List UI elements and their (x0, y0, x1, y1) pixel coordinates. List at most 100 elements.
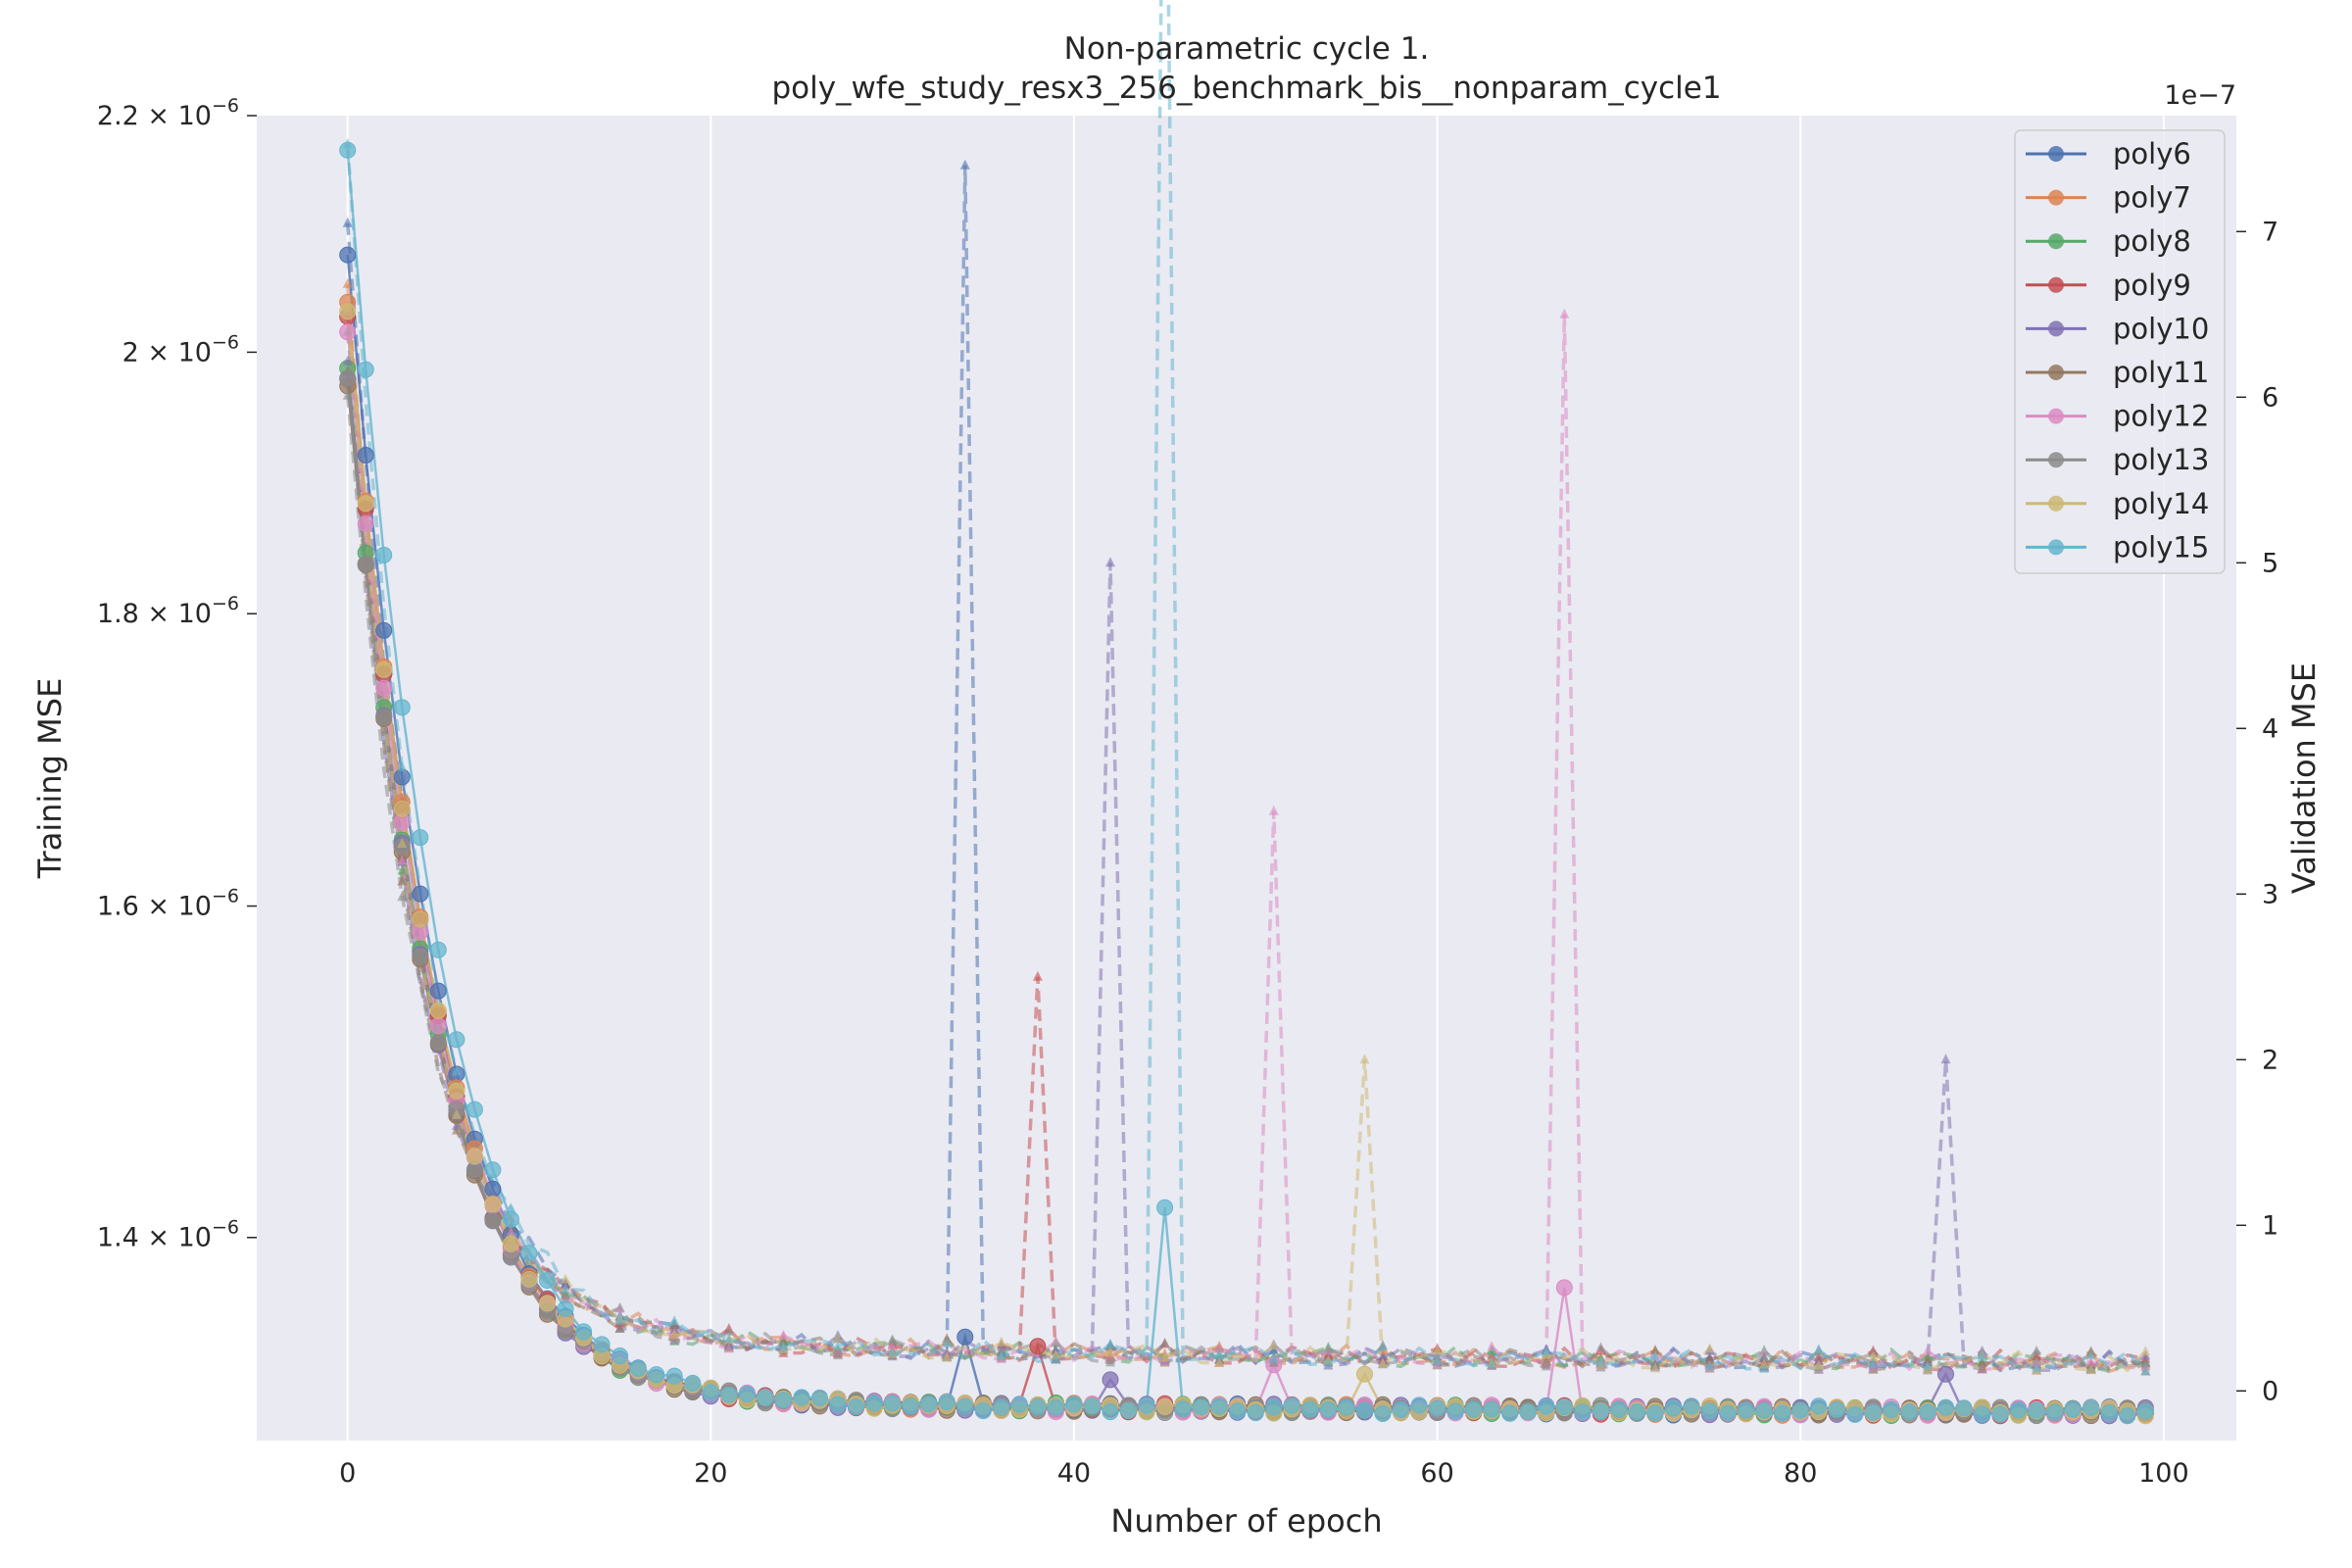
validation-marker (1159, 1337, 1170, 1348)
x-axis-label: Number of epoch (1110, 1502, 1382, 1540)
validation-marker (1214, 1343, 1225, 1353)
training-marker (429, 941, 447, 958)
training-marker (811, 1389, 828, 1406)
training-marker (757, 1389, 774, 1406)
validation-marker (1595, 1342, 1606, 1352)
x-tick-label: 40 (1057, 1458, 1091, 1489)
training-marker (357, 495, 374, 513)
training-marker (1283, 1396, 1300, 1414)
plot-markers (339, 138, 2154, 1425)
validation-marker (451, 1108, 462, 1119)
validation-marker (2085, 1349, 2096, 1360)
validation-marker (1268, 805, 1279, 815)
y-tick-label: 2 × 10−6 (122, 331, 239, 368)
validation-marker (397, 864, 408, 875)
training-marker (393, 699, 411, 716)
validation-marker (1032, 970, 1043, 981)
training-marker (665, 1367, 683, 1385)
training-marker (1029, 1398, 1047, 1416)
legend-label-poly15: poly15 (2113, 530, 2209, 564)
training-marker (593, 1336, 611, 1353)
training-marker (1574, 1403, 1592, 1421)
training-marker (1828, 1400, 1845, 1418)
training-marker (375, 621, 393, 639)
y2-tick-label: 3 (2262, 879, 2278, 909)
legend-marker-poly14 (2048, 495, 2064, 512)
training-marker (429, 982, 447, 1000)
validation-marker (1323, 1356, 1334, 1367)
training-marker (1102, 1403, 1119, 1421)
training-line-poly15 (346, 150, 2146, 1417)
training-marker (520, 1245, 538, 1262)
validation-marker (561, 1273, 570, 1284)
training-marker (938, 1393, 956, 1410)
validation-marker (1704, 1360, 1715, 1371)
training-marker (829, 1396, 847, 1413)
plot-lines (345, 0, 2147, 1418)
training-marker (575, 1323, 593, 1341)
validation-marker (996, 1344, 1006, 1354)
training-marker (1229, 1402, 1247, 1420)
legend: poly6 poly7 poly8 poly9 poly10 poly11 poly12 po… (2014, 129, 2226, 574)
training-marker (1538, 1397, 1555, 1415)
training-marker (1592, 1402, 1609, 1420)
legend-marker-poly13 (2048, 452, 2064, 468)
training-marker (484, 1212, 502, 1230)
training-marker (1555, 1398, 1573, 1416)
y2-axis-label: Validation MSE (2285, 662, 2323, 894)
training-marker (412, 885, 429, 903)
training-marker (484, 1180, 502, 1198)
validation-marker (996, 1336, 1006, 1347)
validation-marker (342, 277, 353, 288)
training-marker (1393, 1401, 1409, 1418)
validation-marker (1323, 1344, 1334, 1354)
validation-marker (451, 1124, 462, 1135)
training-marker (720, 1386, 738, 1403)
y-tick-label: 2.2 × 10−6 (97, 95, 239, 131)
training-marker (1810, 1397, 1828, 1415)
training-marker (375, 709, 393, 726)
training-marker (1755, 1401, 1773, 1419)
legend-label-poly9: poly9 (2113, 269, 2191, 302)
legend-label-poly12: poly12 (2113, 400, 2209, 433)
validation-line-poly12 (345, 311, 2146, 1372)
training-marker (884, 1395, 902, 1412)
validation-marker (1487, 1358, 1497, 1369)
training-marker (448, 1031, 466, 1049)
training-marker (1955, 1399, 1973, 1417)
training-marker (2100, 1404, 2118, 1422)
validation-marker (1813, 1359, 1824, 1370)
training-marker (412, 948, 429, 965)
validation-marker (397, 761, 408, 771)
training-marker (429, 1034, 447, 1052)
training-marker (1029, 1338, 1047, 1355)
validation-marker (887, 1341, 898, 1351)
training-marker (1883, 1400, 1900, 1418)
legend-label-poly7: poly7 (2113, 181, 2191, 215)
training-marker (2010, 1401, 2028, 1419)
x-tick-label: 100 (2138, 1458, 2189, 1489)
x-tick-label: 0 (339, 1458, 356, 1489)
validation-marker (397, 891, 408, 902)
training-marker (339, 303, 357, 320)
training-marker (1265, 1398, 1283, 1416)
training-marker (502, 1210, 519, 1228)
training-marker (1429, 1399, 1446, 1417)
training-marker (865, 1395, 883, 1412)
validation-marker (959, 159, 970, 170)
validation-marker (1923, 1345, 1933, 1355)
y2-tick-label: 0 (2262, 1376, 2278, 1406)
training-marker (393, 768, 411, 786)
training-marker (2136, 1402, 2154, 1420)
validation-marker (1595, 1356, 1606, 1367)
training-marker (357, 361, 374, 378)
validation-marker (1105, 557, 1115, 567)
y2-tick-label: 4 (2262, 713, 2278, 744)
training-marker (629, 1359, 647, 1377)
legend-label-poly14: poly14 (2113, 487, 2209, 520)
training-marker (393, 801, 411, 817)
training-marker (1937, 1365, 1954, 1383)
validation-marker (778, 1341, 789, 1351)
training-marker (1138, 1396, 1155, 1414)
